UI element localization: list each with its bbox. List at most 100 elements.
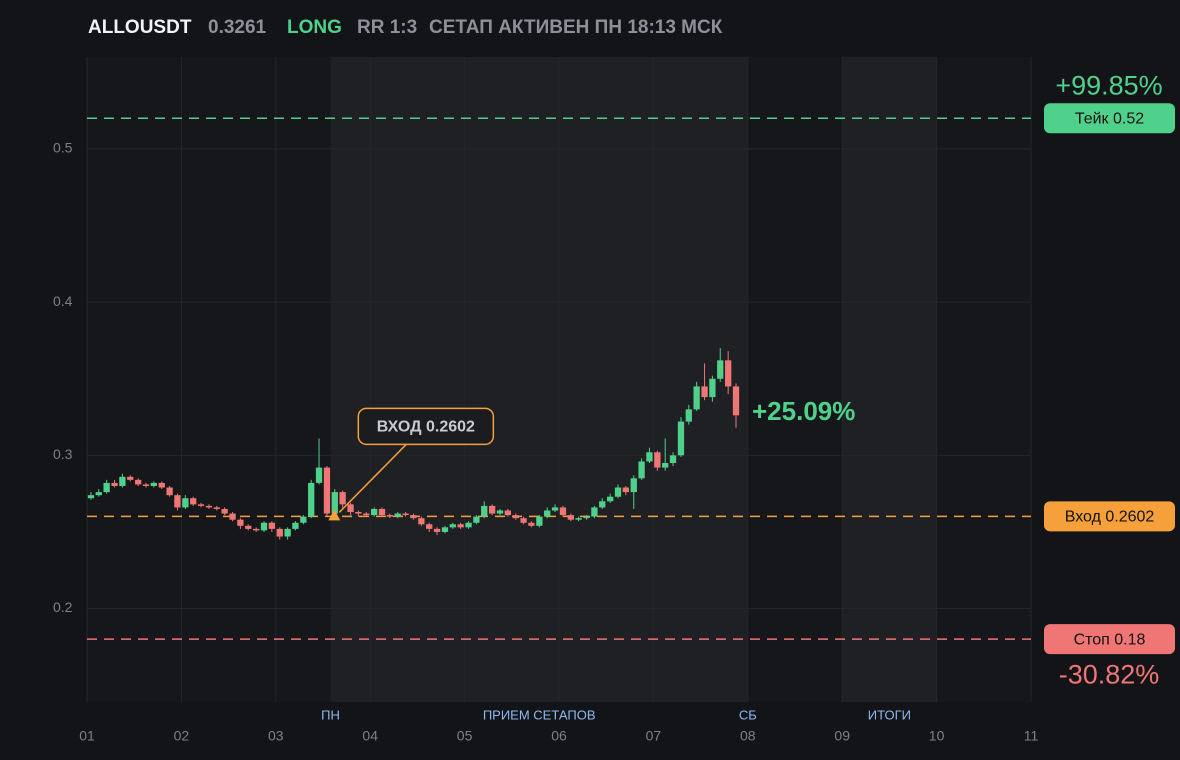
candle-body [347, 504, 354, 513]
y-tick-label: 0.3 [53, 446, 73, 462]
candle-body [607, 496, 614, 502]
candle-body [323, 467, 331, 514]
candle-body [245, 525, 252, 529]
y-tick-label: 0.2 [53, 599, 73, 615]
candle-body [725, 360, 732, 387]
candle-body [622, 487, 629, 493]
last-change: +25.09% [752, 396, 855, 426]
candle-body [732, 386, 740, 416]
candle-body [158, 482, 165, 488]
candle-body [182, 498, 189, 508]
candle-body [331, 492, 338, 514]
session-region [842, 57, 937, 702]
candle-body [213, 507, 220, 509]
x-tick-label: 10 [929, 728, 945, 744]
candle-body [465, 522, 472, 528]
region-label: ИТОГИ [868, 707, 911, 722]
candle-body [410, 515, 417, 519]
candle-body [378, 508, 386, 516]
x-tick-label: 07 [646, 728, 662, 744]
side: LONG [287, 17, 342, 38]
candle-body [709, 378, 716, 398]
candle-body [355, 512, 362, 514]
candle-body [308, 482, 315, 517]
candle-body [551, 507, 559, 511]
annotation-box [357, 407, 495, 446]
candle-body [284, 528, 291, 537]
x-tick-label: 06 [551, 728, 567, 744]
candle-body [95, 492, 102, 496]
candle-body [669, 455, 677, 463]
candle-body [260, 522, 268, 531]
level-change: -30.82% [1059, 659, 1160, 689]
x-tick-label: 05 [457, 728, 473, 744]
candle-body [127, 476, 134, 480]
level-label: Тейк 0.52 [1075, 111, 1144, 128]
candle-body [433, 528, 441, 532]
candle-body [473, 516, 480, 523]
y-tick-label: 0.4 [53, 293, 73, 309]
x-tick-label: 08 [740, 728, 756, 744]
candle-body [457, 524, 464, 528]
candle-body [614, 487, 622, 497]
candle-body [717, 360, 724, 379]
price: 0.3261 [208, 17, 267, 38]
candle-body [677, 421, 685, 456]
candle-body [197, 504, 205, 506]
x-tick-label: 11 [1024, 728, 1039, 744]
candle-body [536, 516, 543, 526]
candle-body [559, 507, 567, 516]
y-tick-label: 0.5 [53, 140, 73, 156]
candle-body [646, 452, 653, 462]
region-start-label: ПН [321, 707, 340, 722]
x-tick-label: 01 [79, 728, 95, 744]
candle-body [237, 519, 244, 526]
candle-body [402, 513, 409, 516]
status: СЕТАП АКТИВЕН ПН 18:13 МСК [429, 17, 723, 38]
candle-body [567, 515, 574, 520]
candle-body [142, 484, 150, 486]
candle-body [229, 513, 236, 520]
candle-body [481, 505, 488, 517]
candle-body [685, 409, 692, 422]
candle-body [654, 452, 661, 468]
candle-body [276, 528, 283, 537]
candle-body [371, 508, 378, 516]
candle-body [119, 476, 126, 486]
annotation-leader [338, 443, 407, 513]
candle-body [111, 482, 118, 486]
candle-body [591, 507, 598, 517]
candle-body [103, 482, 110, 493]
candle-body [583, 516, 590, 519]
annotation-text: ВХОД 0.2602 [377, 419, 475, 436]
session-region [330, 57, 748, 702]
candle-body [87, 495, 95, 499]
candle-body [599, 501, 606, 508]
candle-body [315, 467, 323, 483]
x-tick-label: 09 [834, 728, 850, 744]
candle-body [638, 461, 645, 479]
candle-body [221, 508, 228, 514]
level-badge [1044, 103, 1175, 134]
candle-body [205, 505, 213, 508]
candle-body [693, 386, 700, 410]
candle-body [662, 462, 669, 468]
symbol: ALLOUSDT [88, 17, 192, 38]
candle-body [190, 498, 197, 505]
candle-body [496, 510, 504, 514]
candle-body [528, 522, 535, 526]
candle-body [426, 524, 433, 529]
candle-body [575, 518, 582, 520]
entry-marker [328, 509, 341, 521]
x-tick-label: 03 [268, 728, 284, 744]
region-label: ПРИЕМ СЕТАПОВ [483, 707, 596, 722]
level-label: Вход 0.2602 [1065, 509, 1155, 526]
candle-body [150, 482, 157, 486]
candle-body [363, 513, 370, 516]
level-change: +99.85% [1055, 70, 1162, 100]
candle-body [253, 528, 260, 531]
level-label: Стоп 0.18 [1074, 631, 1146, 648]
candle-body [512, 515, 519, 519]
candle-body [449, 524, 456, 528]
